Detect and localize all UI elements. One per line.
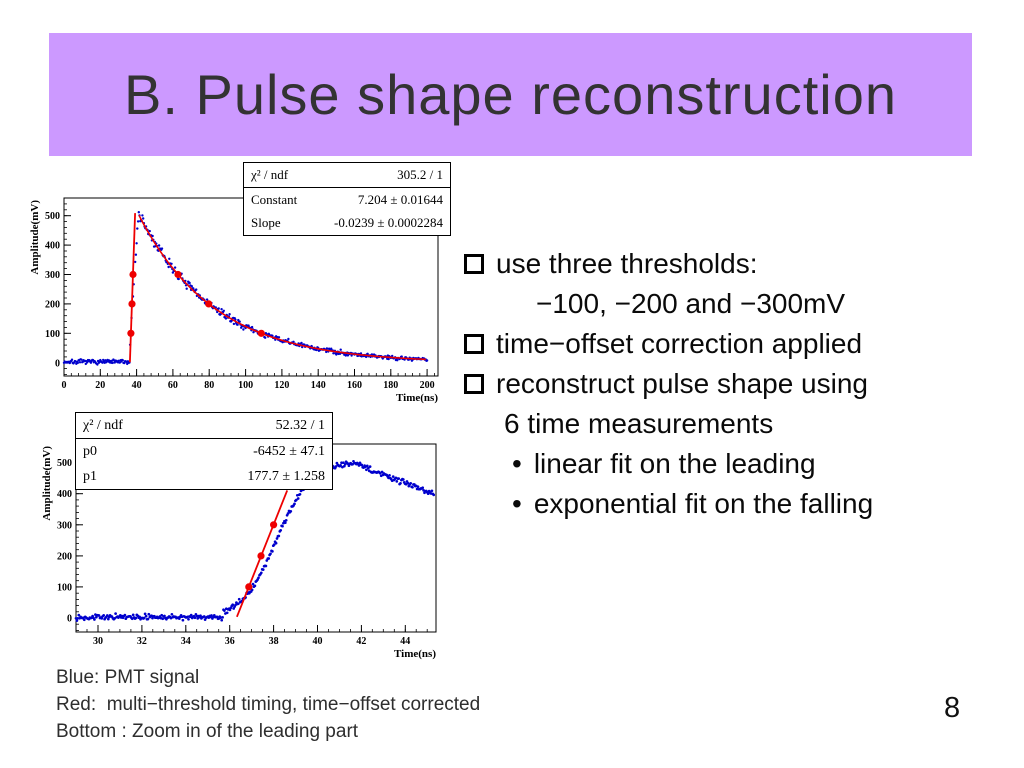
svg-text:400: 400 [57, 489, 72, 500]
svg-text:500: 500 [57, 458, 72, 469]
svg-text:Amplitude(mV): Amplitude(mV) [29, 200, 41, 275]
svg-text:0: 0 [67, 614, 72, 625]
svg-text:60: 60 [168, 380, 178, 391]
svg-text:100: 100 [238, 380, 253, 391]
svg-text:80: 80 [204, 380, 214, 391]
stats-row: p1 177.7 ± 1.258 [76, 464, 332, 489]
stat-value: 52.32 / 1 [275, 418, 325, 433]
stats-row: χ² / ndf 52.32 / 1 [76, 413, 332, 439]
stat-value: -6452 ± 47.1 [253, 444, 325, 459]
svg-text:0: 0 [62, 380, 67, 391]
svg-text:400: 400 [45, 241, 60, 252]
title-banner: B. Pulse shape reconstruction [49, 33, 972, 156]
bullet-text: −100, −200 and −300mV [536, 288, 846, 319]
svg-text:200: 200 [45, 299, 60, 310]
svg-text:30: 30 [93, 636, 103, 647]
bullet-line: −100, −200 and −300mV [458, 284, 1024, 324]
svg-text:300: 300 [57, 520, 72, 531]
svg-text:500: 500 [45, 211, 60, 222]
svg-text:32: 32 [137, 636, 147, 647]
svg-text:140: 140 [311, 380, 326, 391]
svg-text:42: 42 [356, 636, 366, 647]
svg-text:100: 100 [57, 582, 72, 593]
caption-line-red: Red: multi−threshold timing, time−offset… [56, 694, 481, 715]
stats-box-bottom: χ² / ndf 52.32 / 1 p0 -6452 ± 47.1 p1 17… [75, 412, 333, 490]
stat-value: -0.0239 ± 0.0002284 [334, 215, 443, 230]
svg-text:180: 180 [383, 380, 398, 391]
svg-text:44: 44 [400, 636, 410, 647]
bullet-text: exponential fit on the falling [533, 488, 874, 519]
svg-text:38: 38 [269, 636, 279, 647]
bullet-text: reconstruct pulse shape using [496, 368, 868, 399]
svg-text:Amplitude(mV): Amplitude(mV) [41, 446, 53, 521]
svg-text:160: 160 [347, 380, 362, 391]
figure-caption: Blue: PMT signal Red: multi−threshold ti… [56, 664, 480, 745]
stats-row: p0 -6452 ± 47.1 [76, 439, 332, 464]
dot-bullet-icon: • [512, 448, 522, 479]
stat-label: Constant [251, 191, 298, 207]
svg-text:40: 40 [132, 380, 142, 391]
stat-value: 177.7 ± 1.258 [247, 469, 325, 484]
square-bullet-icon [464, 374, 484, 394]
stat-label: p1 [83, 469, 97, 484]
bullet-line: reconstruct pulse shape using [458, 364, 1024, 404]
stats-box-top: χ² / ndf 305.2 / 1 Constant 7.204 ± 0.01… [243, 162, 451, 236]
svg-text:120: 120 [274, 380, 289, 391]
bullet-text: time−offset correction applied [496, 328, 863, 359]
stat-label: χ² / ndf [251, 167, 289, 182]
stat-label: χ² / ndf [83, 418, 123, 433]
stat-label: p0 [83, 444, 97, 459]
caption-line-bottom: Bottom : Zoom in of the leading part [56, 721, 359, 742]
bullet-line: use three thresholds: [458, 244, 1024, 284]
dot-bullet-icon: • [512, 488, 522, 519]
caption-line-blue: Blue: PMT signal [56, 667, 200, 688]
svg-text:Time(ns): Time(ns) [396, 392, 438, 404]
svg-text:20: 20 [95, 380, 105, 391]
bullet-line: 6 time measurements [458, 404, 1024, 444]
stat-value: 305.2 / 1 [397, 167, 443, 182]
stats-row: χ² / ndf 305.2 / 1 [244, 163, 450, 188]
svg-text:40: 40 [313, 636, 323, 647]
bullet-line: time−offset correction applied [458, 324, 1024, 364]
square-bullet-icon [464, 334, 484, 354]
svg-text:34: 34 [181, 636, 191, 647]
bullet-list: use three thresholds: −100, −200 and −30… [458, 244, 1024, 524]
stat-label: Slope [251, 215, 281, 230]
svg-text:200: 200 [57, 551, 72, 562]
bullet-text: use three thresholds: [496, 248, 758, 279]
page-number: 8 [944, 692, 961, 724]
bullet-line: • exponential fit on the falling [458, 484, 1024, 524]
slide-title: B. Pulse shape reconstruction [124, 63, 897, 126]
bullet-line: • linear fit on the leading [458, 444, 1024, 484]
stats-row: Constant 7.204 ± 0.01644 [244, 188, 450, 212]
svg-text:0: 0 [55, 358, 60, 369]
bullet-text: 6 time measurements [504, 408, 774, 439]
chart-pulse-full: 0 20 40 60 80 100 120 140 160 180 200 0 100 200 300 400… [26, 160, 451, 406]
svg-text:Time(ns): Time(ns) [394, 648, 436, 660]
svg-text:200: 200 [420, 380, 435, 391]
svg-text:36: 36 [225, 636, 235, 647]
pulse-zoom-chart-svg: 30 32 34 36 38 40 42 44 0 100 200 300 400 500 Time(ns)… [41, 443, 437, 660]
pulse-full-chart-svg: 0 20 40 60 80 100 120 140 160 180 200 0 100 200 300 400… [29, 197, 439, 404]
bullet-text: linear fit on the leading [533, 448, 816, 479]
square-bullet-icon [464, 254, 484, 274]
chart-pulse-leading-zoom: 30 32 34 36 38 40 42 44 0 100 200 300 400 500 Time(ns)… [36, 404, 448, 666]
stats-row: Slope -0.0239 ± 0.0002284 [244, 211, 450, 235]
svg-text:300: 300 [45, 270, 60, 281]
svg-text:100: 100 [45, 329, 60, 340]
stat-value: 7.204 ± 0.01644 [357, 191, 443, 207]
